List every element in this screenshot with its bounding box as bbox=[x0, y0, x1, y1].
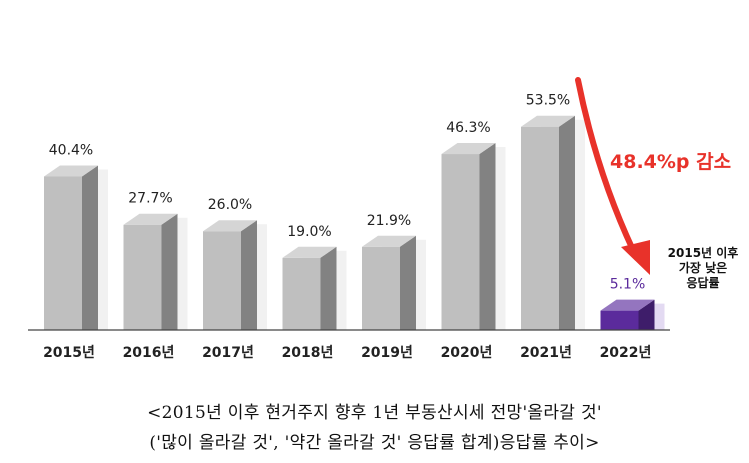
bar-front-face bbox=[203, 231, 241, 330]
bar-2022년 bbox=[600, 299, 665, 330]
value-label: 26.0% bbox=[208, 197, 252, 213]
decrease-arrow-head bbox=[621, 240, 650, 275]
caption-line-1: <2015년 이후 현거주지 향후 1년 부동산시세 전망'올라갈 것' bbox=[147, 403, 602, 423]
bar-2018년 bbox=[282, 246, 347, 330]
value-label: 19.0% bbox=[287, 224, 331, 240]
bar-side-face bbox=[161, 213, 178, 330]
bar-front-face bbox=[441, 154, 480, 330]
bar-top-face bbox=[203, 220, 257, 232]
decrease-label: 48.4%p 감소 bbox=[610, 151, 731, 173]
category-label: 2017년 bbox=[202, 345, 254, 361]
bar-2019년 bbox=[362, 235, 426, 330]
bar-2021년 bbox=[521, 115, 585, 330]
bar-front-face bbox=[600, 310, 639, 330]
category-label: 2019년 bbox=[361, 345, 413, 361]
bar-front-face bbox=[362, 246, 400, 330]
annotation-layer: 48.4%p 감소 2015년 이후 가장 낮은 응답률 bbox=[575, 77, 739, 290]
category-label: 2020년 bbox=[441, 345, 493, 361]
bar-2017년 bbox=[203, 220, 267, 330]
bar-top-face bbox=[44, 165, 98, 177]
bar-front-face bbox=[521, 126, 559, 330]
bar-side-face bbox=[241, 220, 257, 330]
bar-front-face bbox=[44, 176, 82, 330]
lowest-rate-note: 2015년 이후 가장 낮은 응답률 bbox=[668, 245, 739, 290]
bar-side-face bbox=[400, 235, 416, 330]
bar-side-face bbox=[559, 115, 575, 330]
bar-side-face bbox=[479, 143, 496, 330]
bar-2020년 bbox=[441, 143, 506, 330]
value-label: 40.4% bbox=[49, 142, 93, 158]
category-label: 2022년 bbox=[600, 345, 652, 361]
bar-top-face bbox=[600, 299, 655, 311]
bar-2016년 bbox=[123, 213, 188, 330]
caption-line-2: ('많이 올라갈 것', '약간 올라갈 것' 응답률 합계)응답률 추이> bbox=[149, 433, 600, 453]
bars-layer bbox=[44, 115, 665, 330]
category-label: 2021년 bbox=[520, 345, 572, 361]
value-label: 27.7% bbox=[128, 191, 172, 207]
bar-top-face bbox=[441, 143, 496, 155]
bar-top-face bbox=[521, 115, 575, 127]
value-label: 21.9% bbox=[367, 213, 411, 229]
bar-side-face bbox=[638, 299, 655, 330]
bar-front-face bbox=[282, 257, 321, 330]
category-label: 2018년 bbox=[282, 345, 334, 361]
bar-top-face bbox=[362, 235, 416, 247]
labels-layer: 40.4% 2015년 27.7% 2016년 26.0% 2017년 19.0% 2018년… bbox=[43, 93, 651, 361]
value-label: 53.5% bbox=[526, 93, 570, 109]
bar-side-face bbox=[82, 165, 98, 330]
category-label: 2015년 bbox=[43, 345, 95, 361]
bar-top-face bbox=[123, 213, 178, 225]
value-label: 46.3% bbox=[446, 120, 490, 136]
bar-side-face bbox=[320, 246, 337, 330]
category-label: 2016년 bbox=[123, 345, 175, 361]
decrease-arrow-shaft bbox=[575, 77, 636, 253]
value-label: 5.1% bbox=[610, 277, 646, 293]
bar-top-face bbox=[282, 246, 337, 258]
bar-front-face bbox=[123, 224, 162, 330]
bar-2015년 bbox=[44, 165, 108, 330]
